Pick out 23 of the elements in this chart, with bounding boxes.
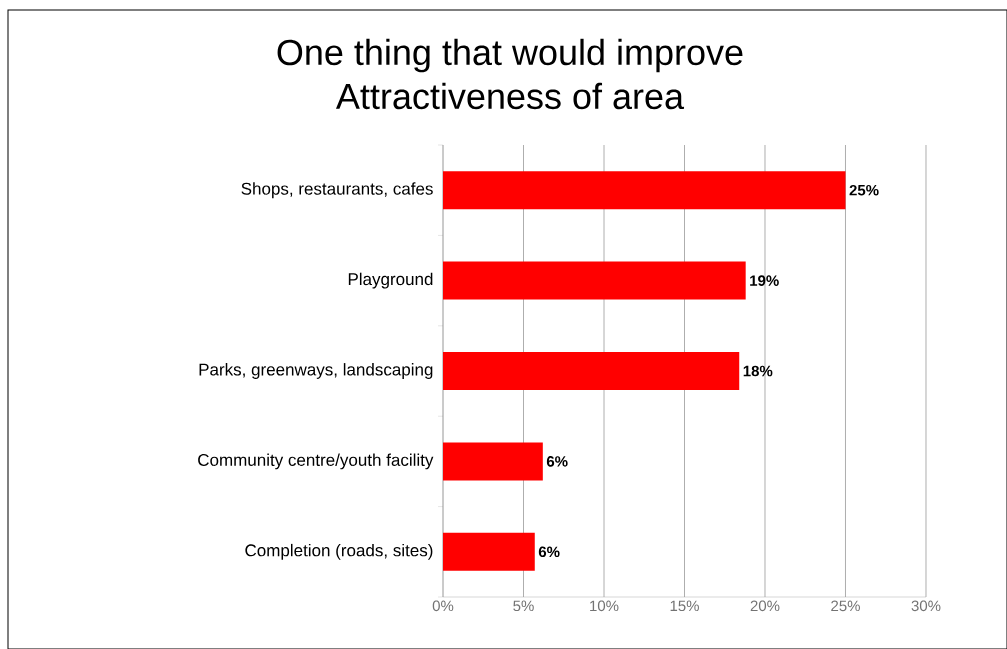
y-tick-label: Completion (roads, sites)	[245, 543, 433, 560]
data-label: 25%	[849, 184, 879, 196]
y-tick-label: Playground	[348, 272, 433, 289]
x-tick-label: 30%	[911, 600, 941, 612]
bar	[443, 171, 846, 210]
data-label: 18%	[743, 365, 773, 377]
data-label: 6%	[538, 546, 560, 558]
x-tick-label: 25%	[831, 600, 860, 612]
x-tick-label: 0%	[432, 600, 454, 612]
x-tick-label: 10%	[590, 600, 619, 612]
data-label: 19%	[750, 275, 779, 286]
data-label: 6%	[546, 456, 568, 467]
x-tick-label: 5%	[513, 600, 534, 612]
chart-title: One thing that would improve Attractiveness of area	[277, 38, 743, 110]
bar	[443, 261, 746, 300]
x-tick-label: 20%	[750, 600, 780, 612]
bar	[443, 352, 740, 390]
x-tick-label: 15%	[670, 600, 699, 612]
bar	[443, 532, 535, 571]
y-tick-label: Shops, restaurants, cafes	[241, 182, 433, 199]
bar	[443, 442, 543, 481]
y-tick-label: Parks, greenways, landscaping	[199, 363, 433, 379]
y-tick-label: Community centre/youth facility	[198, 453, 434, 470]
